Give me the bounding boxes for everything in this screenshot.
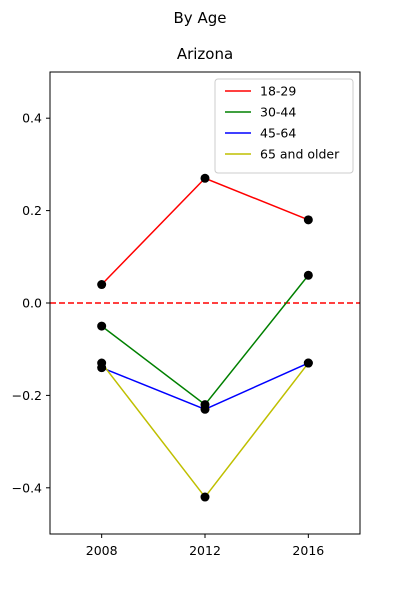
data-point-3-1 (200, 492, 210, 502)
series-layer (101, 177, 309, 499)
data-point-1-2 (303, 270, 313, 280)
legend-label-2: 45-64 (260, 126, 296, 141)
legend-box (214, 78, 354, 174)
y-tick-label: −0.2 (12, 388, 42, 403)
x-tick-label: 2016 (292, 543, 324, 558)
x-tick-label: 2012 (189, 543, 221, 558)
y-tick-label: 0.0 (22, 296, 42, 311)
legend: 18-29 30-44 45-64 65 and older (214, 78, 354, 174)
data-point-0-0 (97, 280, 107, 290)
data-point-3-2 (303, 358, 313, 368)
series-line-0 (101, 177, 309, 286)
data-point-0-1 (200, 173, 210, 183)
y-tick-label: 0.2 (22, 203, 42, 218)
y-tick-label: −0.4 (12, 480, 42, 495)
tick-layer: 2008 2012 2016 −0.4 −0.2 0.0 0.2 0.4 (12, 111, 325, 558)
figure-suptitle: By Age (173, 9, 227, 27)
marker-layer (97, 173, 313, 502)
data-point-0-2 (303, 215, 313, 225)
axes-title: Arizona (177, 45, 233, 63)
y-tick-label: 0.4 (22, 111, 42, 126)
data-point-1-0 (97, 321, 107, 331)
legend-label-0: 18-29 (260, 84, 296, 99)
x-tick-label: 2008 (86, 543, 118, 558)
data-point-2-1 (200, 404, 210, 414)
data-point-3-0 (97, 358, 107, 368)
series-line-1 (101, 274, 309, 406)
series-line-3 (101, 362, 309, 499)
legend-label-3: 65 and older (260, 147, 340, 162)
legend-label-1: 30-44 (260, 105, 296, 120)
